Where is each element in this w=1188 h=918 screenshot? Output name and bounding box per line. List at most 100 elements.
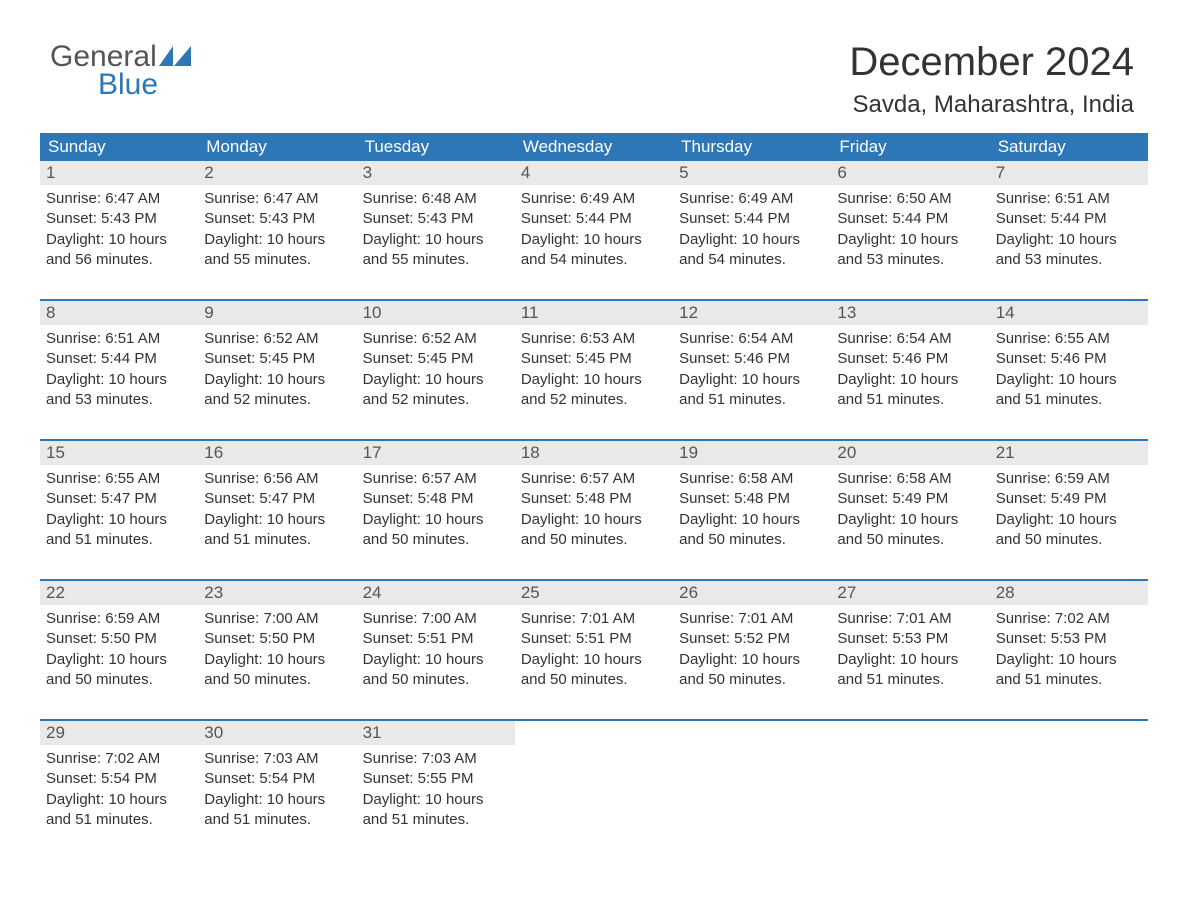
day-number: 6 bbox=[831, 161, 989, 185]
sunrise-line: Sunrise: 6:47 AM bbox=[46, 189, 192, 209]
sunrise-line: Sunrise: 6:51 AM bbox=[46, 329, 192, 349]
day-header-cell: Tuesday bbox=[357, 133, 515, 161]
day-content: Sunrise: 7:00 AMSunset: 5:50 PMDaylight:… bbox=[198, 605, 356, 705]
daylight-line: Daylight: 10 hours and 50 minutes. bbox=[521, 650, 667, 691]
daylight-line: Daylight: 10 hours and 51 minutes. bbox=[363, 790, 509, 831]
daylight-line: Daylight: 10 hours and 51 minutes. bbox=[679, 370, 825, 411]
day-content: Sunrise: 7:03 AMSunset: 5:54 PMDaylight:… bbox=[198, 745, 356, 845]
daylight-line: Daylight: 10 hours and 53 minutes. bbox=[996, 230, 1142, 271]
weeks-container: 1Sunrise: 6:47 AMSunset: 5:43 PMDaylight… bbox=[40, 161, 1148, 845]
sunrise-line: Sunrise: 6:47 AM bbox=[204, 189, 350, 209]
day-content: Sunrise: 6:52 AMSunset: 5:45 PMDaylight:… bbox=[357, 325, 515, 425]
sunrise-line: Sunrise: 6:57 AM bbox=[363, 469, 509, 489]
sunset-line: Sunset: 5:53 PM bbox=[837, 629, 983, 649]
sunset-line: Sunset: 5:46 PM bbox=[837, 349, 983, 369]
day-content: Sunrise: 7:01 AMSunset: 5:53 PMDaylight:… bbox=[831, 605, 989, 705]
day-cell: 2Sunrise: 6:47 AMSunset: 5:43 PMDaylight… bbox=[198, 161, 356, 285]
day-number: 27 bbox=[831, 581, 989, 605]
day-cell: 7Sunrise: 6:51 AMSunset: 5:44 PMDaylight… bbox=[990, 161, 1148, 285]
day-cell: 12Sunrise: 6:54 AMSunset: 5:46 PMDayligh… bbox=[673, 301, 831, 425]
day-content: Sunrise: 6:55 AMSunset: 5:47 PMDaylight:… bbox=[40, 465, 198, 565]
day-content: Sunrise: 6:54 AMSunset: 5:46 PMDaylight:… bbox=[673, 325, 831, 425]
header-row: General Blue December 2024 Savda, Mahara… bbox=[40, 40, 1148, 119]
sunrise-line: Sunrise: 6:54 AM bbox=[837, 329, 983, 349]
sunset-line: Sunset: 5:46 PM bbox=[679, 349, 825, 369]
daylight-line: Daylight: 10 hours and 51 minutes. bbox=[204, 510, 350, 551]
sunrise-line: Sunrise: 6:49 AM bbox=[521, 189, 667, 209]
day-cell: 22Sunrise: 6:59 AMSunset: 5:50 PMDayligh… bbox=[40, 581, 198, 705]
day-cell: 3Sunrise: 6:48 AMSunset: 5:43 PMDaylight… bbox=[357, 161, 515, 285]
sunrise-line: Sunrise: 6:56 AM bbox=[204, 469, 350, 489]
day-cell: 31Sunrise: 7:03 AMSunset: 5:55 PMDayligh… bbox=[357, 721, 515, 845]
location-text: Savda, Maharashtra, India bbox=[849, 91, 1134, 119]
sunset-line: Sunset: 5:51 PM bbox=[363, 629, 509, 649]
logo-wing-icon bbox=[159, 44, 199, 71]
day-cell: 1Sunrise: 6:47 AMSunset: 5:43 PMDaylight… bbox=[40, 161, 198, 285]
day-content bbox=[831, 745, 989, 845]
day-cell: 16Sunrise: 6:56 AMSunset: 5:47 PMDayligh… bbox=[198, 441, 356, 565]
daylight-line: Daylight: 10 hours and 51 minutes. bbox=[46, 790, 192, 831]
sunrise-line: Sunrise: 6:58 AM bbox=[837, 469, 983, 489]
day-number: 28 bbox=[990, 581, 1148, 605]
day-content: Sunrise: 6:48 AMSunset: 5:43 PMDaylight:… bbox=[357, 185, 515, 285]
day-content bbox=[673, 745, 831, 845]
daylight-line: Daylight: 10 hours and 50 minutes. bbox=[837, 510, 983, 551]
week-row: 1Sunrise: 6:47 AMSunset: 5:43 PMDaylight… bbox=[40, 161, 1148, 285]
day-cell: 8Sunrise: 6:51 AMSunset: 5:44 PMDaylight… bbox=[40, 301, 198, 425]
day-content: Sunrise: 6:55 AMSunset: 5:46 PMDaylight:… bbox=[990, 325, 1148, 425]
sunset-line: Sunset: 5:48 PM bbox=[679, 489, 825, 509]
day-content: Sunrise: 7:02 AMSunset: 5:53 PMDaylight:… bbox=[990, 605, 1148, 705]
sunrise-line: Sunrise: 6:50 AM bbox=[837, 189, 983, 209]
daylight-line: Daylight: 10 hours and 50 minutes. bbox=[363, 510, 509, 551]
sunset-line: Sunset: 5:52 PM bbox=[679, 629, 825, 649]
sunset-line: Sunset: 5:46 PM bbox=[996, 349, 1142, 369]
day-number: 5 bbox=[673, 161, 831, 185]
day-header-cell: Thursday bbox=[673, 133, 831, 161]
title-block: December 2024 Savda, Maharashtra, India bbox=[849, 40, 1134, 119]
week-row: 15Sunrise: 6:55 AMSunset: 5:47 PMDayligh… bbox=[40, 439, 1148, 565]
day-content: Sunrise: 6:50 AMSunset: 5:44 PMDaylight:… bbox=[831, 185, 989, 285]
day-number: 17 bbox=[357, 441, 515, 465]
day-content: Sunrise: 6:57 AMSunset: 5:48 PMDaylight:… bbox=[357, 465, 515, 565]
daylight-line: Daylight: 10 hours and 55 minutes. bbox=[363, 230, 509, 271]
day-header-cell: Sunday bbox=[40, 133, 198, 161]
sunset-line: Sunset: 5:44 PM bbox=[996, 209, 1142, 229]
day-content: Sunrise: 7:01 AMSunset: 5:52 PMDaylight:… bbox=[673, 605, 831, 705]
day-header-row: SundayMondayTuesdayWednesdayThursdayFrid… bbox=[40, 133, 1148, 161]
day-number: 2 bbox=[198, 161, 356, 185]
daylight-line: Daylight: 10 hours and 50 minutes. bbox=[363, 650, 509, 691]
day-cell: 11Sunrise: 6:53 AMSunset: 5:45 PMDayligh… bbox=[515, 301, 673, 425]
day-number: 23 bbox=[198, 581, 356, 605]
day-cell: 26Sunrise: 7:01 AMSunset: 5:52 PMDayligh… bbox=[673, 581, 831, 705]
day-number: 1 bbox=[40, 161, 198, 185]
sunset-line: Sunset: 5:43 PM bbox=[204, 209, 350, 229]
daylight-line: Daylight: 10 hours and 56 minutes. bbox=[46, 230, 192, 271]
sunrise-line: Sunrise: 6:59 AM bbox=[996, 469, 1142, 489]
day-content: Sunrise: 6:51 AMSunset: 5:44 PMDaylight:… bbox=[990, 185, 1148, 285]
daylight-line: Daylight: 10 hours and 51 minutes. bbox=[996, 370, 1142, 411]
day-number: 30 bbox=[198, 721, 356, 745]
day-number: 8 bbox=[40, 301, 198, 325]
daylight-line: Daylight: 10 hours and 54 minutes. bbox=[521, 230, 667, 271]
day-cell: 19Sunrise: 6:58 AMSunset: 5:48 PMDayligh… bbox=[673, 441, 831, 565]
day-header-cell: Wednesday bbox=[515, 133, 673, 161]
day-header-cell: Friday bbox=[831, 133, 989, 161]
day-content: Sunrise: 7:02 AMSunset: 5:54 PMDaylight:… bbox=[40, 745, 198, 845]
daylight-line: Daylight: 10 hours and 50 minutes. bbox=[46, 650, 192, 691]
day-cell: 5Sunrise: 6:49 AMSunset: 5:44 PMDaylight… bbox=[673, 161, 831, 285]
sunset-line: Sunset: 5:48 PM bbox=[363, 489, 509, 509]
day-cell: 24Sunrise: 7:00 AMSunset: 5:51 PMDayligh… bbox=[357, 581, 515, 705]
sunrise-line: Sunrise: 7:02 AM bbox=[46, 749, 192, 769]
day-cell: 18Sunrise: 6:57 AMSunset: 5:48 PMDayligh… bbox=[515, 441, 673, 565]
sunrise-line: Sunrise: 6:51 AM bbox=[996, 189, 1142, 209]
day-number: 9 bbox=[198, 301, 356, 325]
day-content: Sunrise: 6:53 AMSunset: 5:45 PMDaylight:… bbox=[515, 325, 673, 425]
week-row: 29Sunrise: 7:02 AMSunset: 5:54 PMDayligh… bbox=[40, 719, 1148, 845]
day-number: 31 bbox=[357, 721, 515, 745]
daylight-line: Daylight: 10 hours and 54 minutes. bbox=[679, 230, 825, 271]
day-cell: 29Sunrise: 7:02 AMSunset: 5:54 PMDayligh… bbox=[40, 721, 198, 845]
day-content: Sunrise: 6:56 AMSunset: 5:47 PMDaylight:… bbox=[198, 465, 356, 565]
sunset-line: Sunset: 5:51 PM bbox=[521, 629, 667, 649]
sunset-line: Sunset: 5:43 PM bbox=[363, 209, 509, 229]
day-number: 3 bbox=[357, 161, 515, 185]
